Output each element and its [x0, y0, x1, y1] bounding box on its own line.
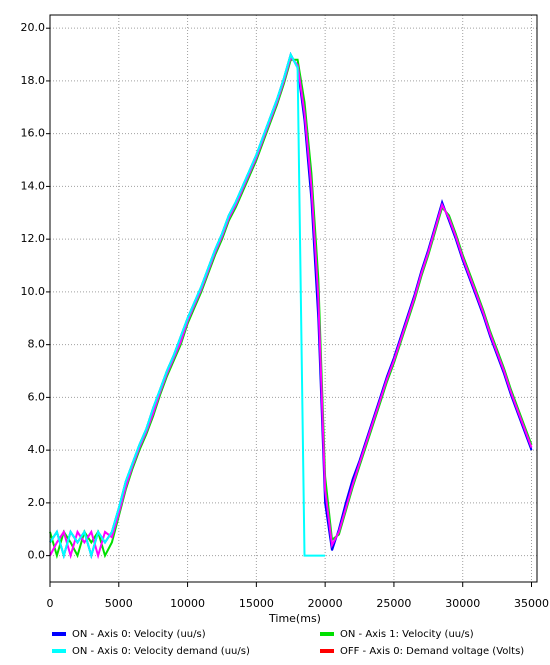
- plot-background: [50, 15, 537, 582]
- x-axis-title: Time(ms): [268, 612, 321, 625]
- x-tick-label: 30000: [445, 597, 480, 610]
- x-tick-label: 35000: [514, 597, 549, 610]
- x-tick-label: 25000: [376, 597, 411, 610]
- y-tick-label: 18.0: [21, 74, 46, 87]
- y-tick-label: 4.0: [28, 443, 46, 456]
- y-tick-label: 10.0: [21, 285, 46, 298]
- x-tick-label: 10000: [170, 597, 205, 610]
- x-tick-label: 20000: [308, 597, 343, 610]
- y-tick-label: 20.0: [21, 21, 46, 34]
- x-tick-label: 15000: [239, 597, 274, 610]
- legend-swatch: [52, 649, 66, 653]
- y-tick-label: 12.0: [21, 232, 46, 245]
- legend-label: ON - Axis 0: Velocity (uu/s): [72, 629, 206, 640]
- plot-frame: [49, 14, 538, 583]
- legend-label: ON - Axis 0: Velocity demand (uu/s): [72, 646, 250, 657]
- y-tick-label: 0.0: [28, 549, 46, 562]
- legend-swatch: [320, 649, 334, 653]
- legend-label: ON - Axis 1: Velocity (uu/s): [340, 629, 474, 640]
- y-tick-label: 6.0: [28, 390, 46, 403]
- legend-swatch: [52, 632, 66, 636]
- legend-swatch: [320, 632, 334, 636]
- y-tick-label: 2.0: [28, 496, 46, 509]
- series-line: [49, 51, 326, 560]
- x-tick-label: 0: [47, 597, 54, 610]
- y-tick-label: 14.0: [21, 179, 46, 192]
- x-tick-label: 5000: [105, 597, 133, 610]
- y-tick-label: 8.0: [28, 338, 46, 351]
- y-tick-label: 16.0: [21, 127, 46, 140]
- legend-label: OFF - Axis 0: Demand voltage (Volts): [340, 646, 524, 657]
